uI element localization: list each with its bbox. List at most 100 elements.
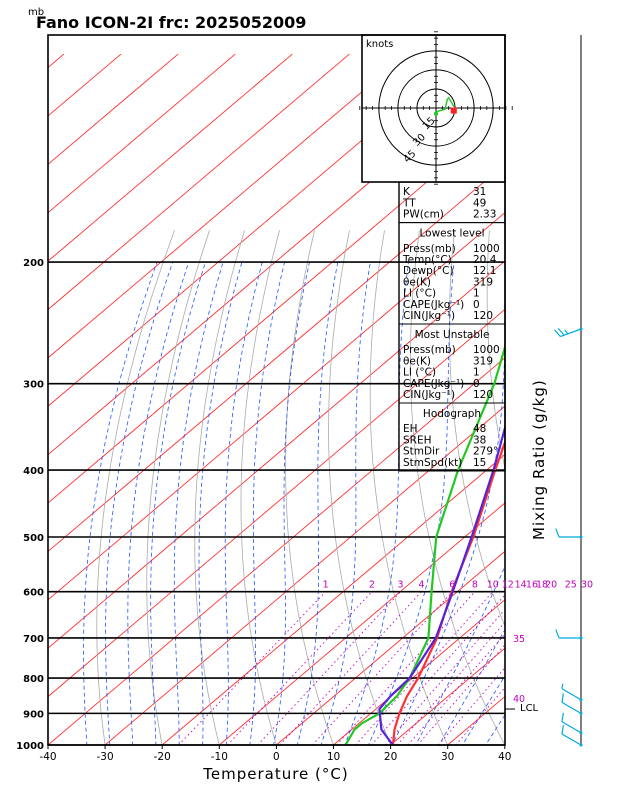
dry-adiabat xyxy=(410,230,505,745)
mixing-ratio-line xyxy=(257,591,401,745)
wind-barb xyxy=(555,629,583,640)
hodograph-start-marker xyxy=(434,111,438,116)
mixing-ratio-label: 6 xyxy=(449,580,455,591)
mixing-ratio-label: 16 xyxy=(526,580,538,591)
wind-barb-flag xyxy=(561,712,564,722)
dry-adiabat xyxy=(559,230,618,759)
indices-row-label: PW(cm) xyxy=(403,209,444,221)
most-unstable-row-value: 319 xyxy=(473,355,493,367)
wind-barb xyxy=(561,712,583,735)
wind-barb-dot xyxy=(579,535,583,539)
mixing-ratio-line xyxy=(355,591,494,745)
isotherm xyxy=(104,405,505,745)
moist-adiabat xyxy=(198,261,243,745)
moist-adiabat-label: 35 xyxy=(513,634,525,645)
most-unstable-title: Most Unstable xyxy=(415,329,490,341)
lowest-level-row-label: CAPE(Jkg⁻¹) xyxy=(403,299,464,311)
indices-row-value: 31 xyxy=(473,186,486,198)
mixing-ratio-label: 12 xyxy=(502,580,514,591)
isotherm xyxy=(276,550,505,745)
x-tick-label: -30 xyxy=(97,751,114,763)
mixing-ratio-line xyxy=(227,591,373,745)
mixing-ratio-label: 4 xyxy=(419,580,425,591)
isotherm xyxy=(48,211,505,601)
pressure-tick-label: 500 xyxy=(23,533,44,544)
chart-title: Fano ICON-2I frc: 2025052009 xyxy=(36,13,306,32)
isotherm xyxy=(48,53,464,407)
moist-adiabat xyxy=(173,261,224,745)
indices-row-label: K xyxy=(403,186,411,198)
thermo-background xyxy=(48,53,618,759)
moist-adiabat xyxy=(391,334,505,745)
pressure-tick-label: 700 xyxy=(23,634,44,645)
most-unstable-row-label: Press(mb) xyxy=(403,344,456,356)
lowest-level-row-value: 1 xyxy=(473,288,480,300)
mixing-ratio-label: 20 xyxy=(545,580,557,591)
lowest-level-title: Lowest level xyxy=(419,228,484,240)
indices-row-value: 49 xyxy=(473,197,486,209)
wind-barb-flag xyxy=(555,528,560,538)
dry-adiabat xyxy=(486,230,505,471)
x-tick-label: 30 xyxy=(441,751,454,763)
mixing-ratio-line xyxy=(312,591,453,745)
moist-adiabat-label: 40 xyxy=(513,694,525,705)
wind-barb-half xyxy=(564,329,569,335)
dry-adiabat xyxy=(369,230,449,745)
mixing-ratio-label: 8 xyxy=(472,580,478,591)
lowest-level-row-label: Dewp(°C) xyxy=(403,265,454,277)
most-unstable-row-value: 1 xyxy=(473,367,480,379)
moist-adiabat xyxy=(344,261,409,745)
mixing-ratio-label: 1 xyxy=(323,580,329,591)
dry-adiabat xyxy=(594,230,618,759)
wind-barb-flag xyxy=(555,629,560,639)
mixing-ratio-label: 2 xyxy=(369,580,375,591)
isotherm xyxy=(48,260,505,649)
dewpoint-profile xyxy=(344,343,505,745)
wind-barb-staff xyxy=(561,701,582,714)
x-tick-label: 0 xyxy=(273,751,280,763)
dry-adiabat xyxy=(194,230,245,745)
moist-adiabat xyxy=(485,714,505,745)
moist-adiabat xyxy=(224,261,263,745)
wind-barb-half xyxy=(561,683,564,689)
pressure-tick-label: 200 xyxy=(23,258,44,269)
mixing-ratio-label: 18 xyxy=(536,580,548,591)
isotherm xyxy=(219,502,505,745)
hodograph-table-row-value: 48 xyxy=(473,423,486,435)
moist-adiabat xyxy=(438,628,505,745)
x-tick-label: -20 xyxy=(154,751,171,763)
wind-barb-dot xyxy=(579,636,583,640)
lowest-level-row-value: 12.1 xyxy=(473,265,496,277)
moist-adiabat xyxy=(320,261,371,745)
parcel-profile xyxy=(378,423,505,745)
isotherm xyxy=(48,163,505,553)
isotherm xyxy=(48,308,505,698)
mixing-ratio-label: 10 xyxy=(487,580,499,591)
moist-adiabat xyxy=(249,261,285,745)
moist-adiabat xyxy=(415,565,505,745)
mixing-ratio-label: 14 xyxy=(515,580,527,591)
hodograph-table-row-label: SREH xyxy=(403,434,432,446)
wind-barb-dot xyxy=(579,743,583,747)
pressure-tick-label: 800 xyxy=(23,674,44,685)
sounding-profiles xyxy=(344,343,505,745)
hodograph-table-row-value: 38 xyxy=(473,434,486,446)
wind-barb xyxy=(561,693,583,715)
lcl-label: LCL xyxy=(520,703,539,714)
isotherm xyxy=(48,53,236,214)
hodograph-table-row-value: 279° xyxy=(473,446,498,458)
wind-barb xyxy=(555,528,583,539)
temperature-profile xyxy=(391,438,505,745)
wind-barb-dot xyxy=(579,327,583,331)
most-unstable-row-label: CIN(Jkg⁻¹) xyxy=(403,389,455,401)
lowest-level-row-value: 0 xyxy=(473,299,480,311)
most-unstable-row-label: CAPE(Jkg⁻¹) xyxy=(403,378,464,390)
isotherm xyxy=(48,53,350,311)
wind-barb-dot xyxy=(579,731,583,735)
hodograph-table-row-label: StmDir xyxy=(403,446,440,458)
hodograph-unit-label: knots xyxy=(366,39,393,50)
